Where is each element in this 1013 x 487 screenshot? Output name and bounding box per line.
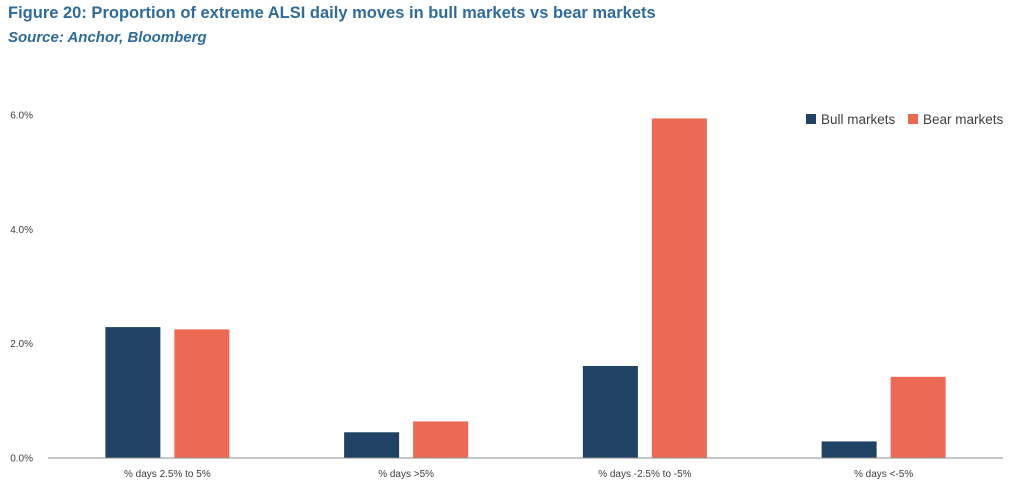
bar-series: [105, 118, 946, 459]
bear-bar: [890, 376, 946, 458]
chart-source: Source: Anchor, Bloomberg: [8, 29, 207, 46]
x-category-label: % days <-5%: [854, 469, 913, 480]
bull-bar: [344, 432, 400, 458]
bear-bar: [174, 329, 230, 458]
legend-item-bear-swatch: [908, 114, 918, 124]
bull-bar: [821, 441, 877, 458]
y-axis-ticks: 0.0% 2.0% 4.0% 6.0%: [10, 111, 33, 465]
bear-bar: [651, 118, 707, 459]
bull-bar: [105, 327, 161, 458]
legend: Bull markets Bear markets: [806, 112, 1004, 127]
x-category-label: % days 2.5% to 5%: [124, 469, 211, 480]
y-tick-label: 6.0%: [10, 111, 33, 122]
legend-item-bull-label: Bull markets: [821, 112, 896, 127]
bear-bar: [413, 421, 469, 458]
y-tick-label: 4.0%: [10, 225, 33, 236]
x-axis-labels: % days 2.5% to 5% % days >5% % days -2.5% …: [124, 469, 913, 480]
x-category-label: % days -2.5% to -5%: [598, 469, 691, 480]
legend-item-bull-swatch: [806, 114, 816, 124]
legend-item-bear-label: Bear markets: [923, 112, 1004, 127]
y-tick-label: 2.0%: [10, 339, 33, 350]
chart-title: Figure 20: Proportion of extreme ALSI da…: [8, 4, 656, 22]
bull-bar: [582, 365, 638, 458]
x-category-label: % days >5%: [378, 469, 434, 480]
y-tick-label: 0.0%: [10, 454, 33, 465]
